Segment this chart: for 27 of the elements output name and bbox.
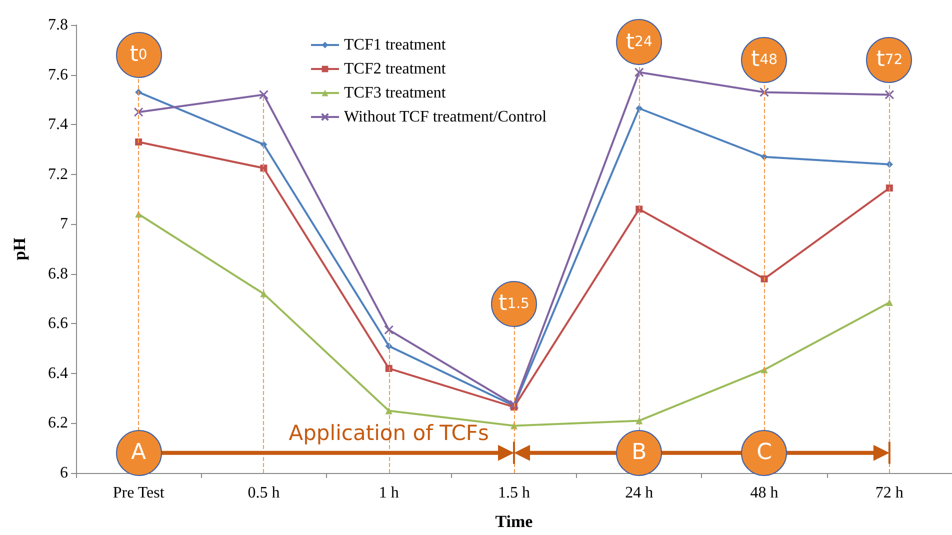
x-tick-label: 48 h (750, 484, 778, 502)
y-axis-title: pH (10, 238, 29, 260)
x-tick-label: 1.5 h (498, 484, 530, 502)
x-tick-label: 0.5 h (248, 484, 280, 502)
y-tick-label: 6.4 (48, 364, 68, 382)
legend-label: TCF1 treatment (344, 36, 446, 54)
annotation: B (616, 430, 662, 476)
y-tick-label: 6 (60, 464, 68, 482)
x-tick-label: 24 h (625, 484, 654, 502)
legend-label: Without TCF treatment/Control (344, 108, 548, 126)
y-tick-label: 7.8 (48, 16, 68, 34)
y-tick-label: 6.2 (48, 414, 68, 432)
x-axis-title: Time (495, 512, 534, 531)
legend-label: TCF3 treatment (344, 84, 446, 102)
x-tick-label: 1 h (378, 484, 399, 502)
y-tick-label: 6.8 (48, 265, 68, 282)
legend-label: TCF2 treatment (344, 60, 446, 78)
y-tick-label: 7.2 (48, 166, 68, 183)
y-tick-label: 7.4 (48, 116, 68, 134)
y-tick-label: 7.6 (48, 66, 68, 84)
annotation: Application of TCFs (288, 420, 489, 445)
x-tick-label: Pre Test (112, 484, 165, 502)
annotation: A (116, 430, 162, 476)
y-tick-label: 6.6 (48, 315, 68, 332)
y-tick-label: 7 (60, 216, 68, 233)
annotation: C (741, 430, 788, 476)
x-tick-label: 72 h (875, 484, 904, 502)
